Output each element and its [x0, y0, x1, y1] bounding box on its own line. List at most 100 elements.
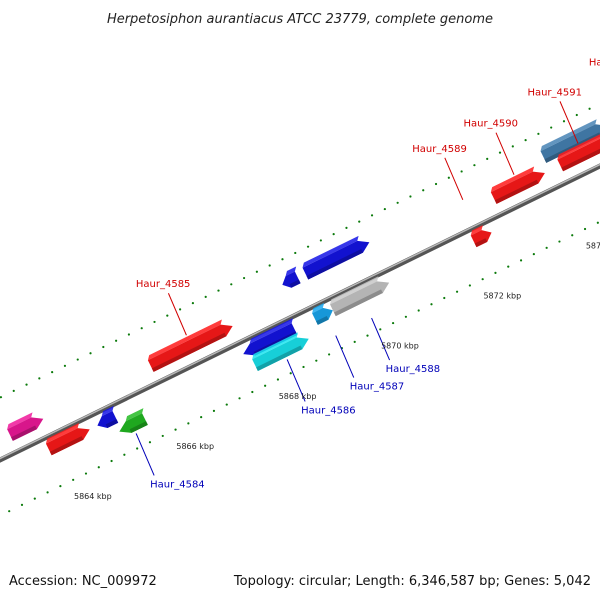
gene-top-face: [7, 412, 33, 430]
scale-dot: [251, 390, 254, 394]
scale-dot: [507, 265, 510, 268]
scale-dot: [358, 220, 361, 223]
gene-arrow-g-red-4585[interactable]: [147, 319, 233, 372]
scale-dot: [191, 302, 194, 305]
gene-label-text: Haur_4592: [589, 57, 600, 68]
gene-shadow-face: [316, 316, 329, 325]
gene-arrow-g-blue-4588[interactable]: [302, 235, 370, 280]
genome-backbone: [0, 163, 600, 463]
label-leader-line: [371, 317, 391, 361]
gene-top-face: [470, 225, 483, 236]
gene-label-haur-4587[interactable]: Haur_4587: [335, 335, 405, 393]
scale-dot: [319, 239, 322, 242]
scale-dot: [110, 459, 113, 463]
scale-dot: [332, 233, 335, 236]
gene-label-haur-4586[interactable]: Haur_4586: [286, 359, 356, 416]
gene-label-text: Haur_4590: [463, 119, 518, 130]
gene-label-haur-4592[interactable]: Haur_4592: [589, 57, 600, 113]
scale-dot: [396, 201, 399, 204]
scale-dot: [498, 151, 502, 154]
gene-body: [243, 323, 298, 356]
gene-shadow-face: [11, 425, 37, 441]
label-leader-line: [495, 132, 515, 175]
gene-arrow-g-blue-small[interactable]: [282, 266, 301, 288]
scale-dot: [76, 358, 79, 361]
upper-scale-dots: [0, 107, 591, 399]
gene-top-face: [125, 408, 144, 422]
gene-arrow-g-steel-4591[interactable]: [540, 119, 600, 163]
gene-body: [470, 230, 492, 248]
gene-body: [540, 124, 600, 163]
scale-dot: [443, 296, 446, 300]
gene-arrow-g-grey-4588[interactable]: [330, 276, 390, 317]
scale-dot: [148, 441, 152, 444]
scale-dot: [230, 283, 233, 286]
gene-shadow-face: [474, 238, 488, 248]
label-leader-line: [335, 335, 355, 378]
scale-dot: [166, 314, 169, 317]
scale-dot: [383, 207, 386, 211]
gene-label-text: Haur_4589: [412, 144, 467, 155]
scale-tick-label: 5872 kbp: [483, 292, 521, 301]
gene-body: [312, 307, 333, 325]
label-leader-line: [167, 293, 187, 336]
scale-dot: [179, 308, 182, 311]
scale-dot: [562, 120, 566, 123]
gene-label-haur-4588[interactable]: Haur_4588: [371, 317, 441, 375]
scale-dot: [404, 315, 407, 318]
scale-dot: [494, 271, 497, 275]
gene-label-haur-4585[interactable]: Haur_4585: [136, 279, 191, 336]
scale-dot: [140, 327, 143, 330]
gene-label-haur-4591[interactable]: Haur_4591: [527, 87, 582, 144]
gene-label-haur-4584[interactable]: Haur_4584: [135, 433, 205, 490]
gene-arrow-g-red-4590[interactable]: [490, 166, 545, 204]
lower-scale-dots: [8, 221, 599, 513]
scale-dot: [328, 353, 331, 356]
label-leader-line: [444, 157, 464, 201]
gene-arrow-g-blue-4584a[interactable]: [97, 405, 119, 428]
scale-dot: [63, 364, 67, 367]
gene-top-face: [147, 319, 222, 361]
gene-top-face: [302, 235, 359, 268]
gene-shadow-face: [129, 421, 148, 433]
gene-arrow-g-red-4591[interactable]: [557, 131, 600, 172]
gene-label-haur-4590[interactable]: Haur_4590: [463, 119, 518, 175]
scale-dot: [391, 321, 395, 325]
scale-dot: [242, 276, 246, 280]
scale-dot: [217, 289, 220, 292]
scale-dot: [8, 510, 11, 513]
scale-dot: [12, 389, 15, 393]
gene-shadow-face: [561, 148, 600, 172]
gene-shadow-face: [105, 419, 119, 428]
scale-dot: [161, 434, 164, 438]
gene-arrow-g-cyan-4586[interactable]: [252, 332, 309, 371]
scale-tick-label: 5870 kbp: [381, 342, 419, 351]
scale-dot: [127, 333, 131, 336]
gene-label-haur-4589[interactable]: Haur_4589: [412, 144, 467, 201]
scale-dot: [51, 370, 54, 374]
scale-dot: [115, 339, 118, 342]
gene-arrow-g-red-left[interactable]: [45, 422, 90, 456]
gene-label-text: Haur_4585: [136, 279, 191, 290]
scale-dot: [550, 126, 553, 129]
gene-top-face: [330, 276, 379, 305]
scale-dot: [289, 372, 292, 375]
scale-dot: [46, 491, 49, 494]
scale-dot: [447, 176, 450, 179]
scale-dot: [315, 359, 318, 362]
label-leader-line: [286, 359, 306, 402]
gene-arrow-g-pink-left[interactable]: [7, 412, 44, 441]
gene-top-face: [252, 332, 298, 360]
scale-dots: [0, 107, 599, 513]
genome-summary-text: Topology: circular; Length: 6,346,587 bp…: [233, 574, 591, 589]
scale-dot: [153, 320, 156, 324]
scale-dot: [306, 245, 310, 248]
scale-dot: [409, 195, 412, 198]
scale-dot: [460, 170, 463, 173]
scale-dot: [588, 107, 591, 110]
backbone-line: [0, 163, 600, 463]
scale-dot: [187, 422, 190, 425]
gene-arrow-g-green-4584[interactable]: [119, 408, 148, 433]
gene-arrow-g-skyblue-4587[interactable]: [312, 302, 333, 325]
gene-arrow-g-red-4589[interactable]: [470, 225, 492, 248]
